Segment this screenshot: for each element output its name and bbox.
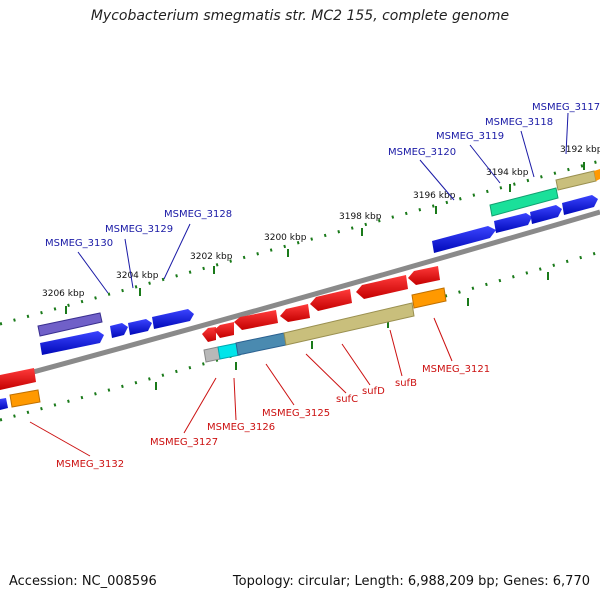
gene-label-sufB[interactable]: sufB	[395, 378, 417, 389]
callout-line	[77, 251, 109, 294]
gene-arrow-MSMEG_3130[interactable]	[37, 312, 103, 337]
gene-arrow-MSMEG_3126[interactable]	[214, 322, 234, 338]
gene-arrow-MSMEG_3121-fwd[interactable]	[432, 226, 496, 253]
gene-label-sufD[interactable]: sufD	[362, 386, 385, 397]
gene-bar-MSMEG_3120[interactable]	[489, 187, 559, 217]
gene-arrow-sufD[interactable]	[310, 289, 352, 311]
kbp-label: 3204 kbp	[116, 271, 159, 281]
gene-arrow-sufC[interactable]	[280, 304, 310, 322]
gene-label-MSMEG_3127[interactable]: MSMEG_3127	[150, 437, 218, 448]
gene-arrow-MSMEG_3129[interactable]	[110, 323, 128, 338]
kbp-label: 3200 kbp	[264, 233, 307, 243]
gene-arrow-MSMEG_3127[interactable]	[202, 327, 216, 342]
gene-arrow-MSMEG_3128[interactable]	[152, 309, 194, 329]
gene-arrow-left-partial[interactable]	[0, 368, 36, 390]
callout-line	[341, 343, 371, 386]
callout-line	[265, 363, 295, 406]
gene-label-sufC[interactable]: sufC	[336, 394, 358, 405]
kbp-label: 3202 kbp	[190, 252, 233, 262]
callout-line	[29, 421, 91, 457]
forward-strand-genes	[37, 169, 600, 355]
callout-line	[163, 223, 191, 280]
gene-bar-MSMEG_3118[interactable]	[555, 170, 597, 191]
gene-bar-left-orange[interactable]	[9, 389, 41, 408]
gene-arrow-MSMEG_3131[interactable]	[40, 331, 104, 355]
gene-label-MSMEG_3125[interactable]: MSMEG_3125	[262, 408, 330, 419]
kbp-label: 3206 kbp	[42, 289, 85, 299]
reverse-strand-genes	[0, 266, 447, 410]
genome-title: Mycobacterium smegmatis str. MC2 155, co…	[90, 8, 510, 24]
gene-label-MSMEG_3132[interactable]: MSMEG_3132	[56, 459, 124, 470]
callout-line	[520, 130, 535, 178]
callout-line	[389, 329, 403, 377]
gene-label-MSMEG_3121[interactable]: MSMEG_3121	[422, 364, 490, 375]
kbp-label: 3196 kbp	[413, 191, 456, 201]
gene-bar-MSMEG_3117[interactable]	[594, 169, 600, 181]
gene-bar-grey[interactable]	[203, 346, 221, 363]
gene-label-MSMEG_3126[interactable]: MSMEG_3126	[207, 422, 275, 433]
gene-bar-suf[interactable]	[283, 302, 415, 346]
gene-bar-MSMEG_3121[interactable]	[411, 287, 447, 309]
gene-label-MSMEG_3130[interactable]: MSMEG_3130	[45, 238, 113, 249]
gene-arrow-sufB[interactable]	[356, 275, 408, 299]
callout-line	[233, 377, 237, 421]
gene-label-MSMEG_3118[interactable]: MSMEG_3118	[485, 117, 553, 128]
gene-arrow-MSMEG_3121[interactable]	[408, 266, 440, 285]
callout-line	[433, 317, 453, 362]
gene-arrow-left-blue[interactable]	[0, 398, 8, 410]
gene-arrow-MSMEG_3118[interactable]	[562, 195, 598, 215]
callout-line	[419, 159, 455, 201]
reverse-callouts	[29, 317, 453, 457]
callout-line	[565, 112, 569, 155]
gene-bar-MSMEG_3125[interactable]	[235, 332, 287, 356]
gene-arrow-MSMEG_3119[interactable]	[530, 205, 562, 224]
accession-text: Accession: NC_008596	[9, 574, 157, 589]
genome-backbone	[0, 209, 600, 384]
kbp-label: 3198 kbp	[339, 212, 382, 222]
gene-label-MSMEG_3117[interactable]: MSMEG_3117	[532, 102, 600, 113]
gene-arrow-MSMEG_3120[interactable]	[494, 213, 532, 233]
genome-summary: Topology: circular; Length: 6,988,209 bp…	[232, 574, 590, 589]
callout-line	[469, 144, 501, 184]
callout-line	[124, 238, 134, 289]
gene-label-MSMEG_3119[interactable]: MSMEG_3119	[436, 131, 504, 142]
gene-label-MSMEG_3129[interactable]: MSMEG_3129	[105, 224, 173, 235]
forward-callouts	[77, 112, 569, 294]
gene-label-MSMEG_3128[interactable]: MSMEG_3128	[164, 209, 232, 220]
gene-label-MSMEG_3120[interactable]: MSMEG_3120	[388, 147, 456, 158]
callout-line	[305, 353, 347, 394]
gene-arrow-MSMEG_3129b[interactable]	[128, 319, 152, 335]
kbp-label: 3194 kbp	[486, 168, 529, 178]
callout-line	[183, 377, 217, 434]
kbp-label: 3192 kbp	[560, 145, 600, 155]
gene-arrow-MSMEG_3125[interactable]	[234, 310, 278, 330]
